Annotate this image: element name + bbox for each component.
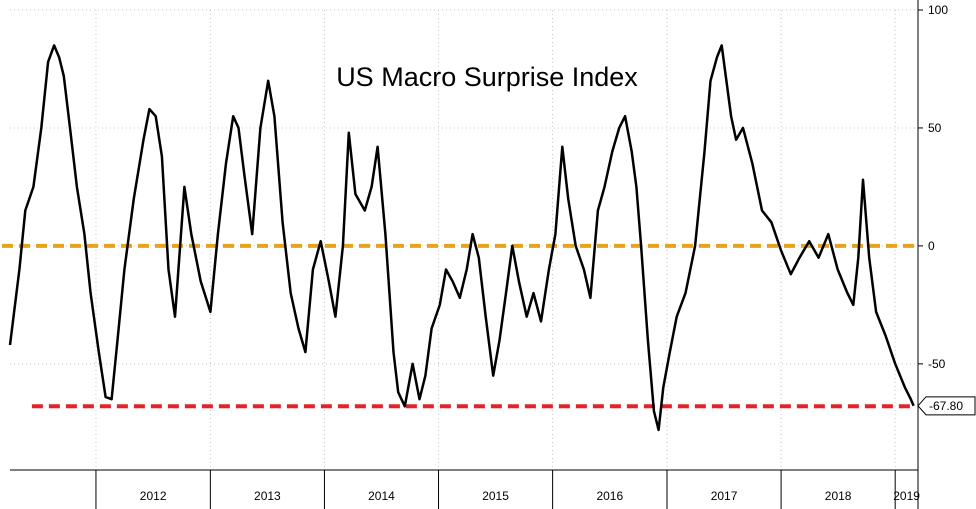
axis-labels: 100 50 0 -50 2012 2013 2014 2015 2016 2017 2018 201… — [140, 3, 949, 503]
x-tick-label: 2018 — [825, 489, 852, 503]
chart-title: US Macro Surprise Index — [336, 62, 638, 92]
y-tick-label: -50 — [928, 357, 946, 371]
y-tick-label: 50 — [928, 121, 942, 135]
last-value-box — [917, 396, 976, 416]
y-tick-label: 0 — [928, 239, 935, 253]
x-tick-label: 2017 — [711, 489, 738, 503]
x-tick-label: 2012 — [140, 489, 167, 503]
x-tick-label: 2015 — [482, 489, 509, 503]
x-tick-label: 2016 — [596, 489, 623, 503]
series-group — [8, 44, 915, 432]
reference-lines — [2, 243, 918, 409]
x-tick-label: 2019 — [893, 489, 920, 503]
grid-lines — [10, 9, 918, 470]
last-value-marker: -67.80 — [917, 396, 976, 416]
x-tick-label: 2013 — [254, 489, 281, 503]
series-line — [8, 44, 915, 432]
x-tick-label: 2014 — [368, 489, 395, 503]
last-value-label: -67.80 — [929, 399, 963, 413]
y-tick-label: 100 — [928, 3, 948, 17]
axes — [10, 0, 923, 509]
